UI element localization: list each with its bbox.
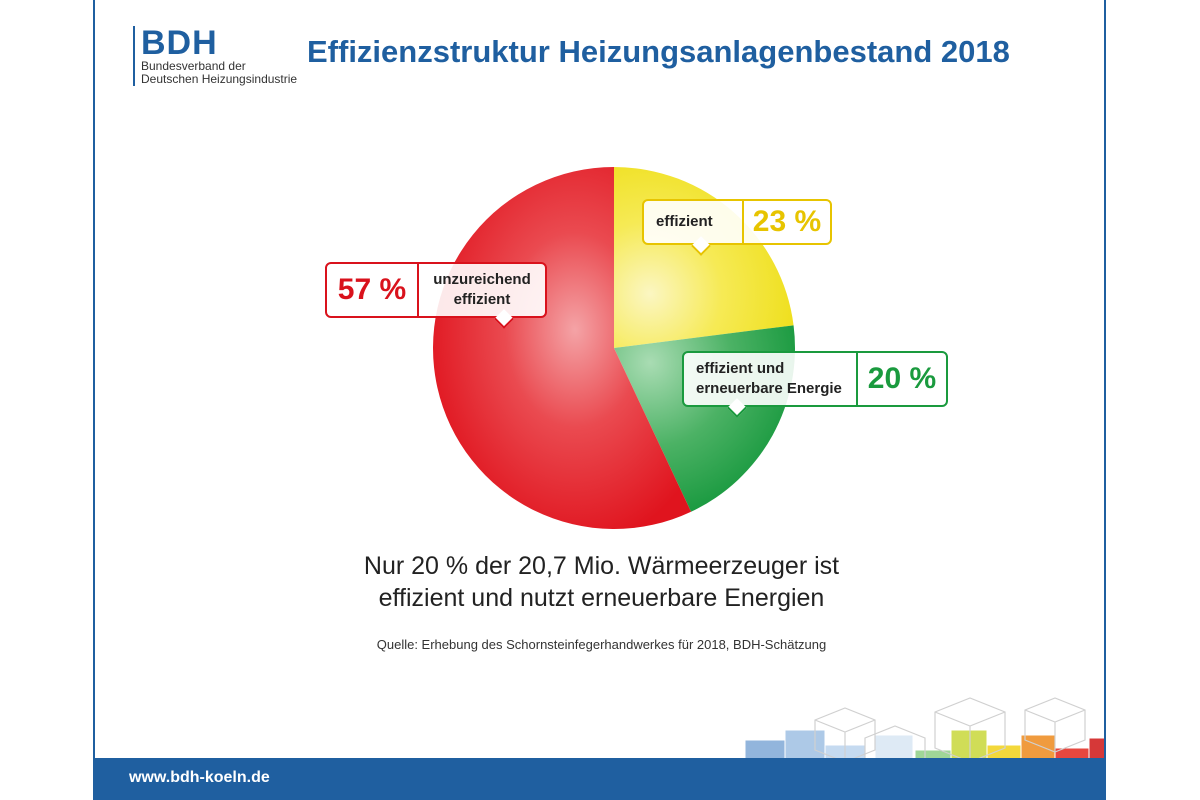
callout-effizient-pct: 23 % <box>752 205 822 238</box>
pie-chart <box>433 167 795 529</box>
callout-unzureichend-line2: effizient <box>453 291 511 308</box>
summary-text: Nur 20 % der 20,7 Mio. Wärmeerzeuger ist… <box>95 550 1104 614</box>
callout-effizient-label: effizient <box>656 213 713 230</box>
summary-line-2: effizient und nutzt erneuerbare Energien <box>378 584 825 612</box>
callout-erneuerbar-line2: erneuerbare Energie <box>696 380 842 397</box>
logo-subline-2: Deutschen Heizungsindustrie <box>141 72 298 86</box>
callout-unzureichend-label: unzureichend effizient <box>419 264 545 316</box>
page-title: Effizienzstruktur Heizungsanlagenbestand… <box>307 34 1010 69</box>
callout-unzureichend-pct: 57 % <box>337 273 407 306</box>
callout-unzureichend-line1: unzureichend <box>433 271 531 288</box>
logo-subline-1: Bundesverband der <box>141 59 246 73</box>
callout-erneuerbar-label: effizient und erneuerbare Energie <box>696 353 842 405</box>
infographic-frame: BDH Bundesverband der Deutschen Heizungs… <box>93 0 1106 800</box>
footer-url[interactable]: www.bdh-koeln.de <box>129 769 270 786</box>
footer-bar: www.bdh-koeln.de <box>95 758 1104 800</box>
source-note: Quelle: Erhebung des Schornsteinfegerhan… <box>376 637 827 652</box>
callout-unzureichend: 57 % unzureichend effizient <box>325 262 547 329</box>
logo-mark: BDH <box>141 24 218 62</box>
callout-effizient: effizient 23 % <box>642 199 832 256</box>
callout-erneuerbar: effizient und erneuerbare Energie 20 % <box>682 351 948 418</box>
summary-line-1: Nur 20 % der 20,7 Mio. Wärmeerzeuger ist <box>363 552 840 580</box>
callout-erneuerbar-pct: 20 % <box>867 362 937 395</box>
callout-erneuerbar-line1: effizient und <box>696 360 785 377</box>
pie-slice-unzureichend-effizient <box>433 167 692 529</box>
bdh-logo: BDH Bundesverband der Deutschen Heizungs… <box>133 26 297 86</box>
pie-slice-effizient <box>614 167 794 348</box>
